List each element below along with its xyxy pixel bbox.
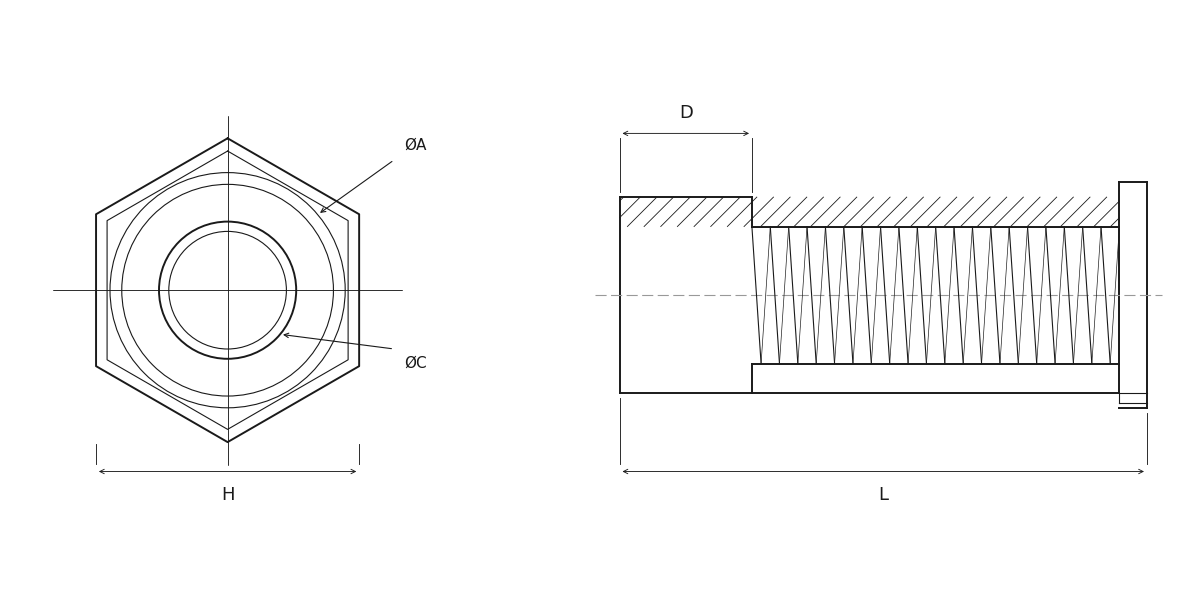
Text: H: H [221, 486, 234, 504]
Text: ØA: ØA [404, 138, 426, 153]
Text: L: L [878, 486, 888, 504]
Text: D: D [679, 104, 692, 122]
Text: ØC: ØC [404, 356, 427, 371]
